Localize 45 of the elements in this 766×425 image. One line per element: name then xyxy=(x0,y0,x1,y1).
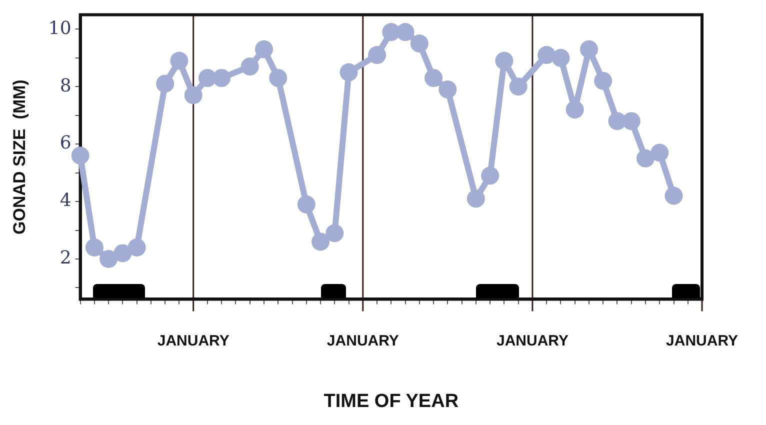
point xyxy=(114,244,132,262)
point xyxy=(481,166,500,185)
point xyxy=(538,46,556,64)
y-tick-label: 6 xyxy=(60,132,72,154)
point xyxy=(326,224,344,242)
point xyxy=(156,74,174,93)
y-tick-label: 10 xyxy=(48,18,72,39)
point xyxy=(312,232,330,251)
point xyxy=(509,78,528,96)
point xyxy=(269,69,288,87)
x-tick-label: JANUARY xyxy=(326,332,399,350)
point xyxy=(85,238,104,256)
y-tick-label: 8 xyxy=(60,75,72,96)
point xyxy=(212,69,231,87)
point xyxy=(71,146,90,165)
point xyxy=(297,195,316,214)
point xyxy=(170,52,188,70)
point xyxy=(424,69,443,87)
point xyxy=(254,40,273,58)
point xyxy=(636,149,655,168)
point xyxy=(466,190,485,208)
point xyxy=(580,40,598,58)
y-axis-title: GONAD SIZE (MM) xyxy=(10,80,29,234)
x-tick-label: JANUARY xyxy=(157,332,230,350)
x-axis-title: TIME OF YEAR xyxy=(324,390,459,412)
point xyxy=(495,52,514,70)
point xyxy=(340,63,358,82)
point xyxy=(594,72,612,90)
point xyxy=(184,86,202,104)
point xyxy=(240,58,259,76)
x-tick-label: JANUARY xyxy=(666,332,738,350)
point xyxy=(566,100,584,119)
point xyxy=(128,238,146,256)
point xyxy=(622,112,640,130)
point xyxy=(438,80,457,98)
point xyxy=(410,34,428,53)
point xyxy=(100,250,118,268)
point xyxy=(368,46,386,64)
point xyxy=(552,48,570,67)
y-tick-label: 4 xyxy=(60,190,72,212)
point xyxy=(650,144,669,162)
y-tick-label: 2 xyxy=(60,248,72,269)
point xyxy=(396,23,414,42)
x-tick-label: JANUARY xyxy=(496,332,568,350)
point xyxy=(664,186,683,205)
